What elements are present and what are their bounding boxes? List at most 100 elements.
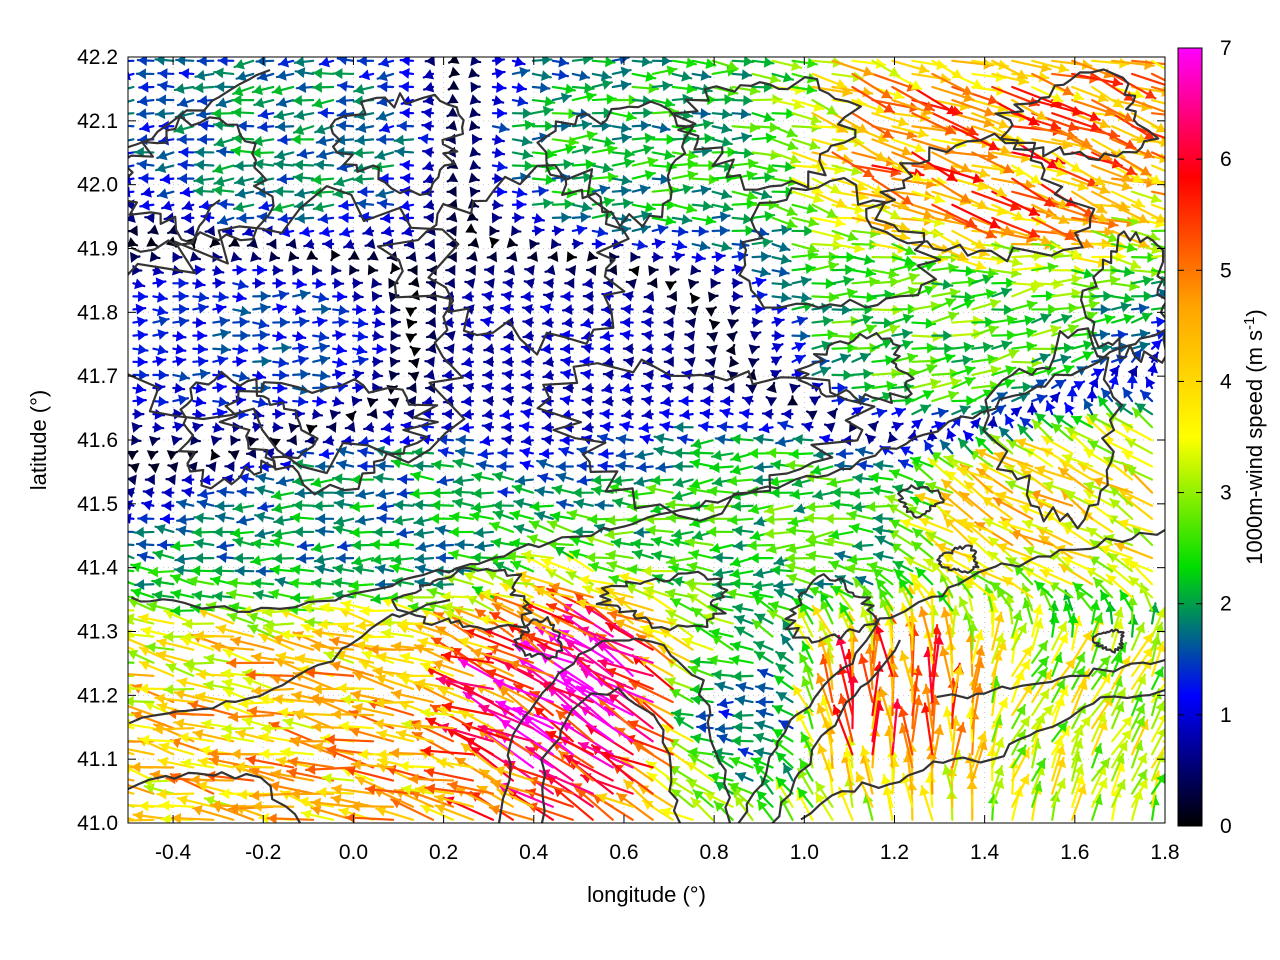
wind-vector [931, 390, 960, 403]
wind-vector [323, 650, 355, 664]
wind-vector [339, 226, 355, 238]
wind-vector [335, 95, 355, 107]
wind-vector [452, 458, 475, 469]
wind-vector [417, 637, 455, 651]
wind-vector [688, 754, 714, 769]
wind-vector [500, 343, 515, 355]
wind-vector [1111, 292, 1135, 304]
wind-vector [521, 356, 534, 368]
wind-vector [689, 292, 701, 305]
wind-vector [511, 66, 531, 78]
wind-vector [550, 238, 562, 250]
wind-vector [858, 653, 874, 704]
wind-vector [805, 565, 834, 577]
wind-vector [871, 338, 894, 350]
wind-vector [525, 745, 574, 782]
wind-vector [1039, 568, 1074, 586]
wind-vector [837, 664, 854, 717]
wind-vector [128, 674, 135, 678]
wind-vector [203, 653, 235, 665]
wind-vector [645, 524, 674, 536]
wind-vector [730, 433, 754, 445]
wind-vector [242, 667, 275, 679]
wind-vector [461, 291, 475, 302]
wind-vector [491, 81, 507, 93]
wind-vector [651, 184, 679, 196]
wind-vector [497, 447, 515, 459]
wind-vector [332, 304, 350, 316]
wind-vector [771, 203, 798, 217]
wind-vector [1150, 772, 1165, 795]
wind-vector [457, 658, 515, 691]
wind-vector [511, 160, 535, 172]
wind-vector [422, 160, 435, 172]
wind-vector [376, 133, 395, 145]
wind-vector [1111, 313, 1135, 325]
wind-vector [991, 340, 1013, 351]
wind-vector [496, 460, 515, 472]
wind-vector [310, 542, 335, 554]
wind-vector [464, 278, 476, 289]
wind-vector [216, 214, 235, 226]
wind-vector [132, 303, 147, 315]
wind-vector [971, 645, 986, 691]
wind-vector [415, 541, 435, 553]
wind-vector [338, 720, 375, 732]
wind-vector [691, 70, 712, 81]
wind-vector [216, 540, 235, 552]
x-tick-label: 0.8 [700, 841, 729, 864]
wind-vector [352, 355, 369, 367]
wind-vector [1071, 651, 1086, 677]
wind-vector [611, 157, 635, 169]
wind-vector [692, 789, 714, 808]
wind-vector [711, 201, 734, 213]
wind-vector [598, 448, 614, 460]
wind-vector [729, 304, 741, 316]
wind-vector [321, 772, 355, 784]
wind-vector [731, 710, 754, 722]
wind-vector [233, 160, 255, 172]
wind-vector [452, 497, 475, 509]
wind-vector [545, 730, 594, 756]
wind-vector [829, 498, 854, 510]
wind-vector [816, 702, 834, 743]
wind-vector [502, 277, 515, 289]
wind-vector [165, 662, 195, 677]
wind-vector [128, 138, 135, 142]
wind-vector [232, 305, 252, 317]
wind-vector [430, 487, 455, 499]
wind-vector [1051, 313, 1073, 325]
wind-vector [684, 357, 696, 368]
wind-vector [622, 290, 634, 302]
wind-vector [971, 629, 985, 664]
wind-vector [473, 527, 495, 539]
wind-vector [333, 515, 355, 527]
wind-vector [423, 199, 435, 211]
wind-vector [1011, 279, 1044, 291]
wind-vector [371, 290, 383, 302]
wind-vector [1031, 704, 1054, 730]
wind-vector [253, 97, 275, 109]
wind-vector [209, 800, 255, 812]
wind-vector [921, 683, 934, 730]
wind-vector [536, 458, 554, 470]
wind-vector [711, 123, 733, 134]
wind-vector [1075, 589, 1094, 612]
wind-vector [631, 144, 655, 156]
wind-vector [811, 604, 834, 638]
wind-vector [631, 132, 656, 144]
wind-vector [136, 108, 155, 120]
wind-vector [491, 212, 503, 224]
wind-vector [771, 241, 791, 253]
wind-vector [775, 650, 794, 664]
wind-vector [132, 290, 149, 302]
wind-vector [252, 355, 272, 367]
wind-vector [711, 669, 734, 681]
wind-vector [561, 317, 574, 329]
wind-vector [422, 146, 435, 158]
wind-vector [275, 69, 295, 81]
wind-vector [1064, 402, 1075, 416]
wind-vector [611, 148, 635, 160]
wind-vector [255, 472, 275, 484]
wind-vector [461, 356, 475, 368]
